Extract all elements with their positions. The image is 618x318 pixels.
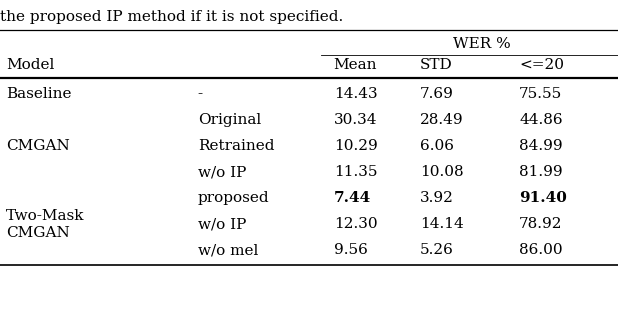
Text: 3.92: 3.92 — [420, 191, 454, 205]
Text: STD: STD — [420, 58, 453, 72]
Text: 84.99: 84.99 — [519, 139, 563, 153]
Text: 12.30: 12.30 — [334, 217, 378, 231]
Text: Baseline: Baseline — [6, 87, 72, 101]
Text: CMGAN: CMGAN — [6, 139, 70, 153]
Text: Mean: Mean — [334, 58, 377, 72]
Text: w/o IP: w/o IP — [198, 165, 246, 179]
Text: 81.99: 81.99 — [519, 165, 563, 179]
Text: 7.44: 7.44 — [334, 191, 371, 205]
Text: 10.29: 10.29 — [334, 139, 378, 153]
Text: Original: Original — [198, 113, 261, 127]
Text: 5.26: 5.26 — [420, 243, 454, 257]
Text: 14.43: 14.43 — [334, 87, 378, 101]
Text: Retrained: Retrained — [198, 139, 274, 153]
Text: Two-Mask
CMGAN: Two-Mask CMGAN — [6, 209, 85, 240]
Text: 9.56: 9.56 — [334, 243, 368, 257]
Text: 91.40: 91.40 — [519, 191, 567, 205]
Text: 6.06: 6.06 — [420, 139, 454, 153]
Text: the proposed IP method if it is not specified.: the proposed IP method if it is not spec… — [0, 10, 343, 24]
Text: 75.55: 75.55 — [519, 87, 562, 101]
Text: proposed: proposed — [198, 191, 269, 205]
Text: Model: Model — [6, 58, 54, 72]
Text: WER %: WER % — [453, 37, 511, 51]
Text: 78.92: 78.92 — [519, 217, 562, 231]
Text: 30.34: 30.34 — [334, 113, 377, 127]
Text: 14.14: 14.14 — [420, 217, 464, 231]
Text: -: - — [198, 87, 203, 101]
Text: 44.86: 44.86 — [519, 113, 563, 127]
Text: <=20: <=20 — [519, 58, 564, 72]
Text: 28.49: 28.49 — [420, 113, 464, 127]
Text: w/o IP: w/o IP — [198, 217, 246, 231]
Text: 11.35: 11.35 — [334, 165, 377, 179]
Text: w/o mel: w/o mel — [198, 243, 258, 257]
Text: 86.00: 86.00 — [519, 243, 563, 257]
Text: 7.69: 7.69 — [420, 87, 454, 101]
Text: 10.08: 10.08 — [420, 165, 464, 179]
